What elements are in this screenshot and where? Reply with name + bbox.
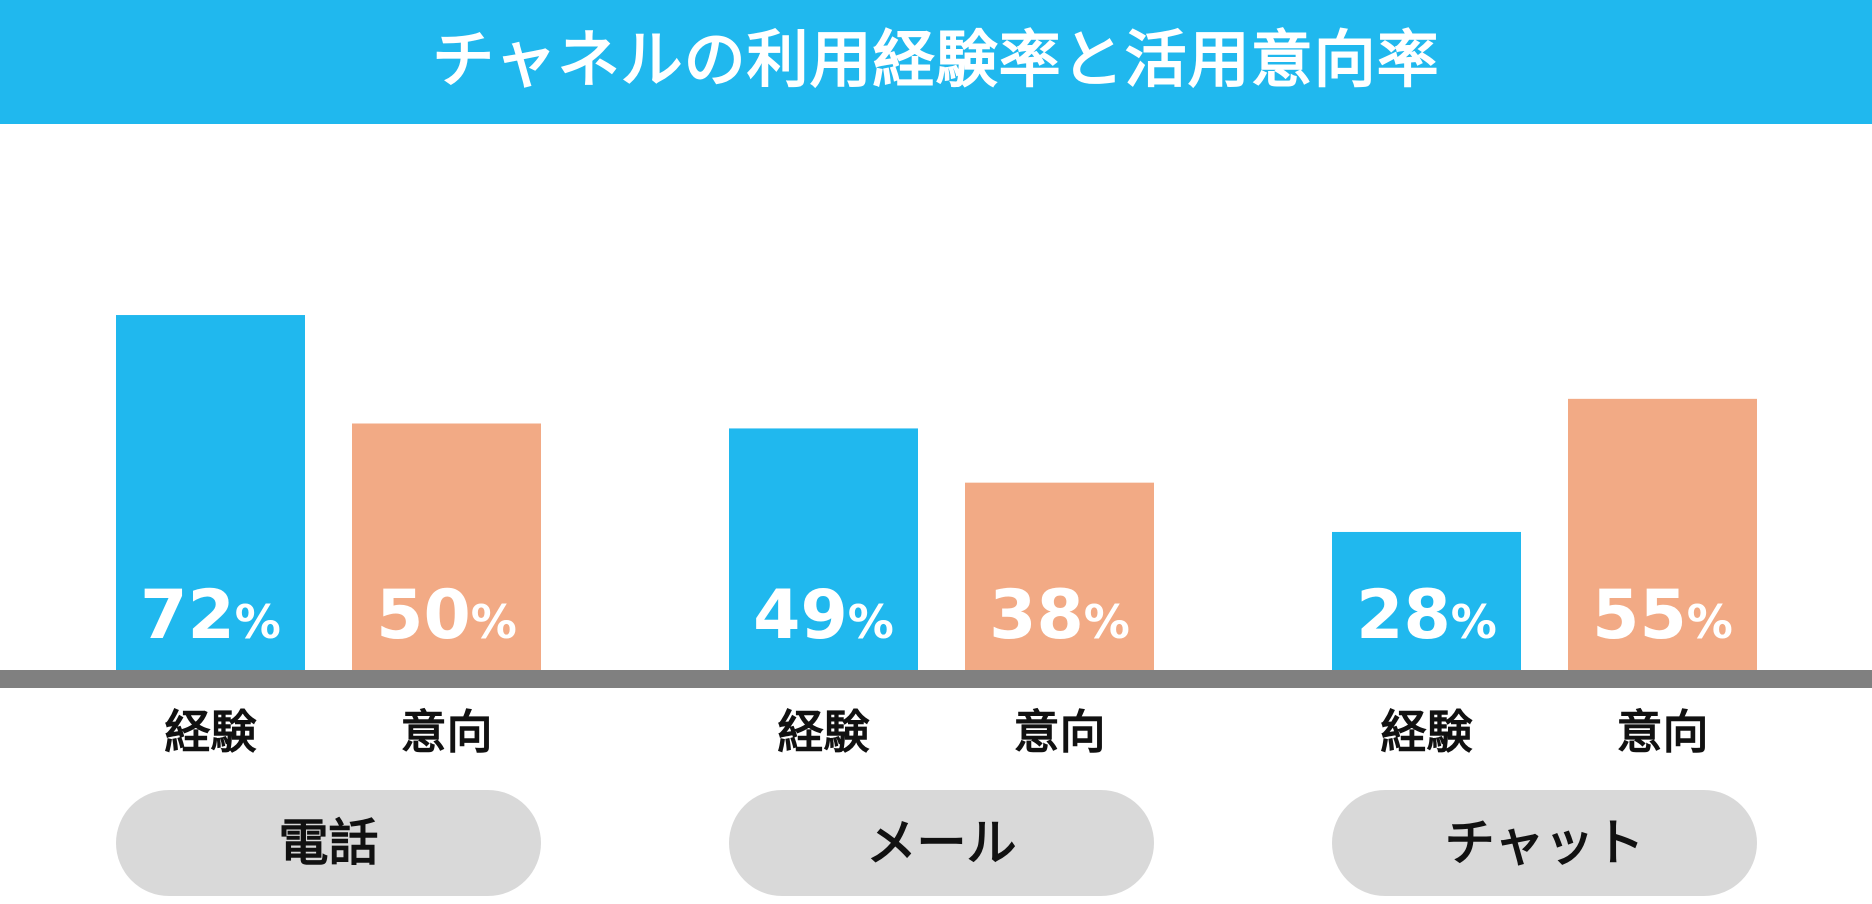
bar-intention-0 xyxy=(352,423,541,670)
group-label: チャット xyxy=(1445,814,1645,872)
title-bar xyxy=(0,0,1872,124)
bar-value-label: 49% xyxy=(753,576,894,655)
group-label: メール xyxy=(867,814,1017,872)
baseline xyxy=(0,670,1872,688)
bar-intention-2 xyxy=(1568,398,1757,670)
bar-value-label: 50% xyxy=(376,576,517,655)
series-label: 意向 xyxy=(1014,705,1106,759)
bar-value-label: 28% xyxy=(1356,576,1497,655)
bar-value-label: 55% xyxy=(1592,576,1733,655)
bar-experience-0 xyxy=(116,315,305,670)
group-pill xyxy=(1332,790,1757,896)
bar-intention-1 xyxy=(965,482,1154,670)
series-label: 経験 xyxy=(165,705,258,759)
bar-value-label: 72% xyxy=(140,576,281,655)
series-label: 経験 xyxy=(1381,705,1474,759)
chart-title: チャネルの利用経験率と活用意向率 xyxy=(432,23,1440,96)
group-pill xyxy=(729,790,1154,896)
bar-experience-1 xyxy=(729,428,918,670)
group-label: 電話 xyxy=(279,814,379,872)
bar-value-label: 38% xyxy=(989,576,1130,655)
series-label: 意向 xyxy=(401,705,493,759)
series-label: 意向 xyxy=(1617,705,1709,759)
group-pill xyxy=(116,790,541,896)
bar-experience-2 xyxy=(1332,531,1521,670)
series-label: 経験 xyxy=(778,705,871,759)
